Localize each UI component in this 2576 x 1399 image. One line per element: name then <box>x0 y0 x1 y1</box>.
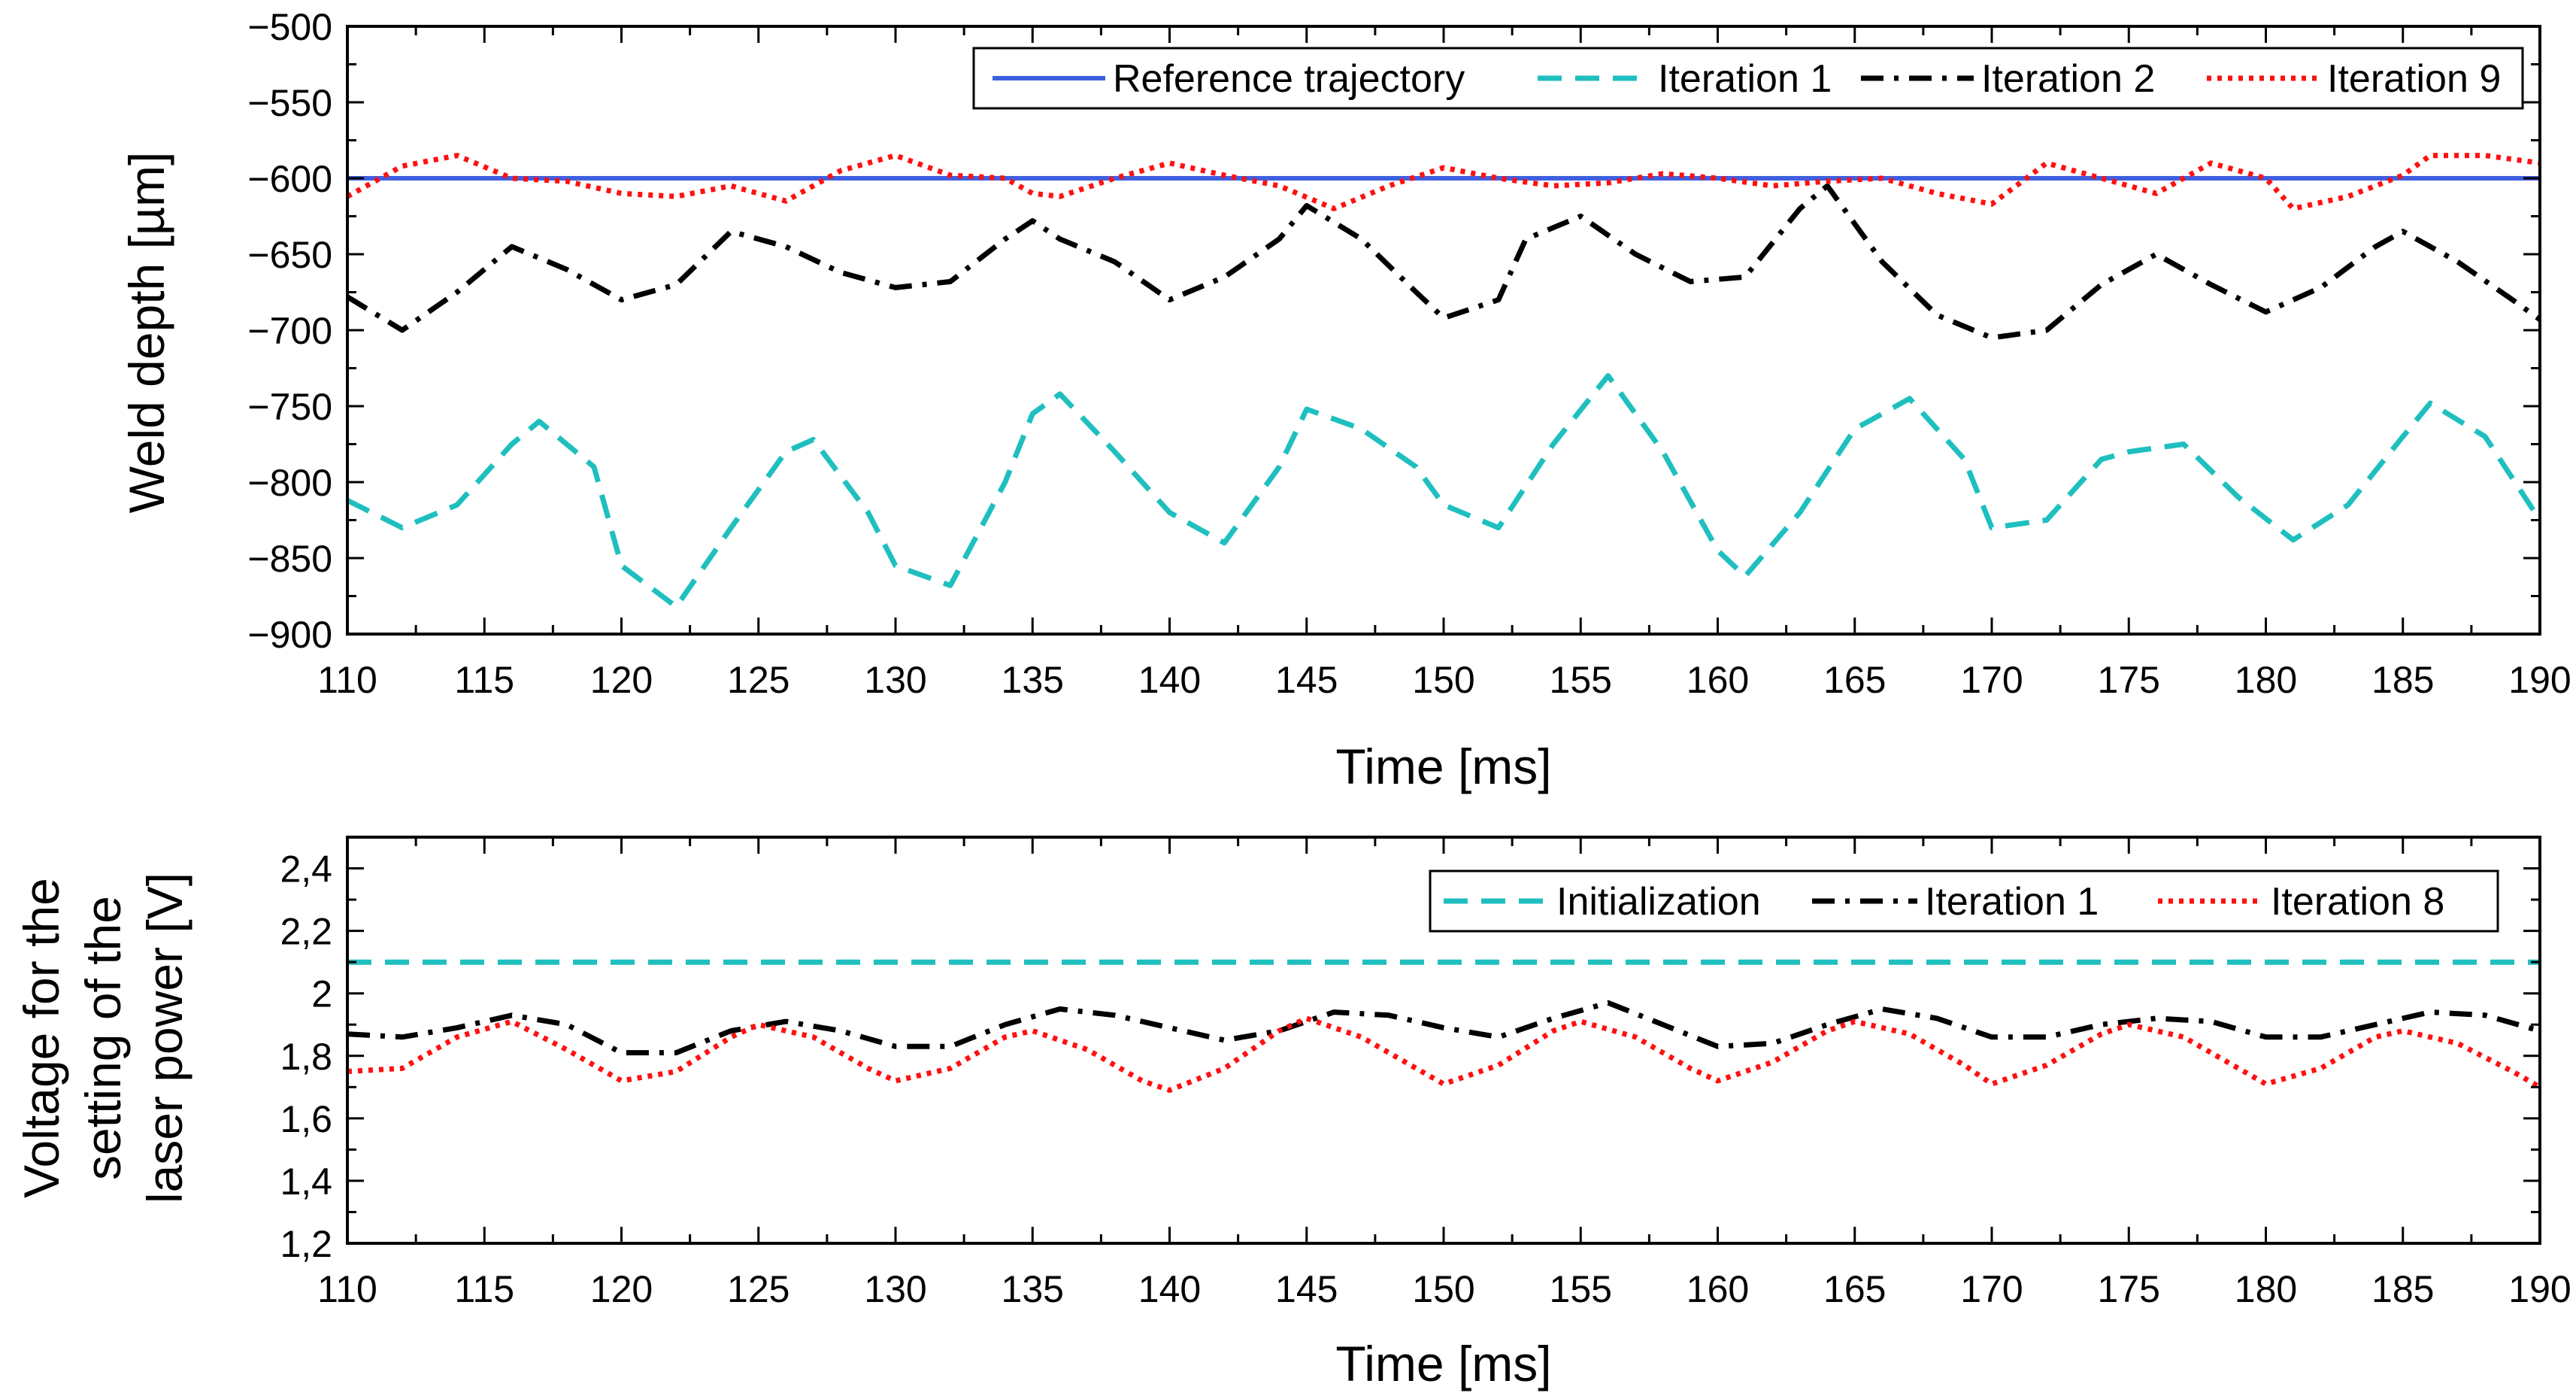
weld-depth-y-tick-label: −500 <box>247 6 332 48</box>
weld-depth-legend-label: Reference trajectory <box>1113 57 1465 101</box>
voltage-series-iteration-1 <box>347 1000 2541 1056</box>
weld-depth-x-tick-label: 145 <box>1275 659 1338 701</box>
weld-depth-y-tick-label: −700 <box>247 310 332 352</box>
voltage-ticks: 110 115 120 125 130 135 140 145 150 155 160 165 170 1… <box>280 837 2571 1310</box>
voltage-y-axis-title-line: laser power [V] <box>137 872 192 1203</box>
voltage-x-tick-label: 120 <box>590 1268 653 1310</box>
weld-depth-x-tick-label: 170 <box>1960 659 2023 701</box>
voltage-legend-label: Iteration 8 <box>2271 880 2444 924</box>
voltage-series-iteration-8 <box>347 1015 2541 1093</box>
voltage-x-tick-label: 110 <box>317 1268 377 1310</box>
weld-depth-y-axis-title: Weld depth [µm] <box>119 152 174 514</box>
voltage-y-tick-label: 1,2 <box>280 1223 332 1265</box>
weld-depth-x-tick-label: 120 <box>590 659 653 701</box>
voltage-x-axis-title: Time [ms] <box>1335 1336 1551 1391</box>
voltage-x-tick-label: 115 <box>454 1268 514 1310</box>
voltage-y-tick-label: 2,2 <box>280 911 332 953</box>
voltage-y-tick-label: 1,6 <box>280 1098 332 1140</box>
weld-depth-ticks: 110 115 120 125 130 135 140 145 150 155 160 165 170 1… <box>247 6 2571 701</box>
voltage-y-tick-label: 1,8 <box>280 1036 332 1078</box>
weld-depth-x-tick-label: 155 <box>1550 659 1612 701</box>
weld-depth-x-tick-label: 110 <box>317 659 377 701</box>
voltage-chart: 110 115 120 125 130 135 140 145 150 155 160 165 170 1… <box>14 836 2571 1391</box>
weld-depth-y-tick-label: −750 <box>247 386 332 428</box>
weld-depth-x-tick-label: 175 <box>2098 659 2160 701</box>
voltage-x-tick-label: 165 <box>1823 1268 1886 1310</box>
weld-depth-x-tick-label: 165 <box>1823 659 1886 701</box>
weld-depth-y-tick-label: −550 <box>247 82 332 124</box>
weld-depth-chart: 110 115 120 125 130 135 140 145 150 155 160 165 170 1… <box>119 6 2571 794</box>
voltage-y-tick-label: 2,4 <box>280 848 332 891</box>
voltage-x-tick-label: 170 <box>1960 1268 2023 1310</box>
weld-depth-legend-label: Iteration 2 <box>1981 57 2155 101</box>
weld-depth-x-tick-label: 185 <box>2371 659 2434 701</box>
voltage-legend-label: Iteration 1 <box>1925 880 2099 924</box>
weld-depth-x-tick-label: 130 <box>864 659 926 701</box>
weld-depth-legend: Reference trajectory Iteration 1 Iteration… <box>972 47 2524 110</box>
weld-depth-legend-box <box>972 47 2524 110</box>
weld-depth-legend-label: Iteration 1 <box>1658 57 1832 101</box>
weld-depth-x-tick-label: 190 <box>2508 659 2571 701</box>
voltage-y-tick-label: 1,4 <box>280 1161 332 1203</box>
voltage-x-tick-label: 155 <box>1550 1268 1612 1310</box>
voltage-x-tick-label: 130 <box>864 1268 926 1310</box>
voltage-y-axis-title: Voltage for the setting of the laser power… <box>14 872 192 1203</box>
weld-depth-series-iteration-9 <box>346 153 2541 211</box>
weld-depth-y-tick-label: −900 <box>247 614 332 656</box>
voltage-x-tick-label: 190 <box>2508 1268 2571 1310</box>
weld-depth-x-tick-label: 140 <box>1138 659 1201 701</box>
voltage-x-tick-label: 175 <box>2098 1268 2160 1310</box>
weld-depth-x-tick-label: 150 <box>1412 659 1474 701</box>
voltage-x-tick-label: 180 <box>2235 1268 2297 1310</box>
weld-depth-marks <box>346 153 2542 610</box>
weld-depth-y-tick-label: −850 <box>247 538 332 580</box>
weld-depth-x-axis-title: Time [ms] <box>1335 739 1551 794</box>
weld-depth-series-iteration-1 <box>346 373 2542 610</box>
voltage-x-tick-label: 140 <box>1138 1268 1201 1310</box>
weld-depth-x-tick-label: 135 <box>1002 659 1064 701</box>
weld-depth-x-tick-label: 115 <box>454 659 514 701</box>
weld-depth-x-tick-label: 125 <box>727 659 789 701</box>
voltage-legend-box <box>1429 869 2499 933</box>
voltage-legend: Initialization Iteration 1 Iteration 8 <box>1429 869 2499 933</box>
voltage-x-tick-label: 145 <box>1275 1268 1338 1310</box>
voltage-y-tick-label: 2 <box>311 973 332 1015</box>
weld-depth-legend-label: Iteration 9 <box>2327 57 2501 101</box>
voltage-y-axis-title-line: Voltage for the <box>14 878 69 1198</box>
voltage-marks <box>347 959 2541 1093</box>
weld-depth-x-tick-label: 180 <box>2235 659 2297 701</box>
weld-depth-y-tick-label: −650 <box>247 234 332 276</box>
voltage-legend-label: Initialization <box>1556 880 1761 924</box>
voltage-x-tick-label: 135 <box>1002 1268 1064 1310</box>
voltage-x-tick-label: 160 <box>1687 1268 1749 1310</box>
voltage-x-tick-label: 150 <box>1412 1268 1474 1310</box>
voltage-x-tick-label: 185 <box>2371 1268 2434 1310</box>
weld-depth-y-tick-label: −800 <box>247 462 332 504</box>
weld-depth-x-tick-label: 160 <box>1687 659 1749 701</box>
voltage-x-tick-label: 125 <box>727 1268 789 1310</box>
weld-depth-y-tick-label: −600 <box>247 158 332 200</box>
voltage-y-axis-title-line: setting of the <box>75 896 131 1180</box>
